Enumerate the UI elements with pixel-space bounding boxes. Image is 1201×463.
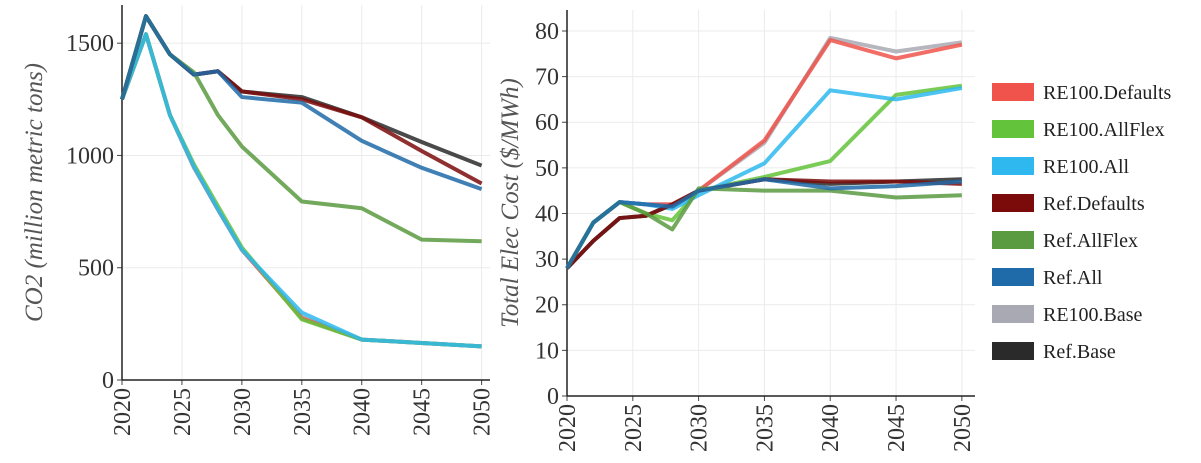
y-tick-label: 1000 — [66, 143, 114, 169]
y-tick-label: 70 — [535, 65, 559, 91]
y-tick-label: 500 — [78, 256, 114, 282]
x-tick-label: 2025 — [621, 404, 647, 452]
legend-swatch — [992, 268, 1034, 286]
series-line — [120, 32, 482, 349]
legend-swatch — [992, 120, 1034, 138]
y-tick-label: 10 — [535, 338, 559, 364]
y-tick-label: 50 — [535, 156, 559, 182]
legend-label: RE100.All — [1043, 156, 1130, 178]
y-tick-label: 1500 — [66, 31, 114, 57]
y-tick-label: 20 — [535, 293, 559, 319]
legend-swatch — [992, 83, 1034, 101]
y-axis-title: CO2 (million metric tons) — [21, 63, 48, 322]
y-tick-label: 80 — [535, 19, 559, 45]
x-tick-label: 2050 — [470, 388, 496, 436]
x-tick-label: 2025 — [170, 388, 196, 436]
y-axis-title: Total Elec Cost ($/MWh) — [497, 78, 524, 328]
x-tick-label: 2035 — [752, 404, 778, 452]
legend-swatch — [992, 194, 1034, 212]
y-tick-label: 30 — [535, 247, 559, 273]
legend-swatch — [992, 305, 1034, 323]
series-line — [120, 14, 483, 192]
x-tick-label: 2035 — [290, 388, 316, 436]
legend-label: RE100.Base — [1043, 304, 1143, 326]
legend-label: Ref.All — [1043, 267, 1103, 289]
legend-label: Ref.AllFlex — [1043, 230, 1138, 252]
legend-label: RE100.Defaults — [1043, 82, 1172, 104]
x-tick-label: 2040 — [350, 388, 376, 436]
x-tick-label: 2020 — [555, 404, 581, 452]
series-line — [565, 177, 962, 270]
legend-label: RE100.AllFlex — [1043, 119, 1165, 141]
legend-label: Ref.Base — [1043, 341, 1116, 363]
y-tick-label: 0 — [547, 384, 559, 410]
x-tick-label: 2030 — [687, 404, 713, 452]
x-tick-label: 2040 — [818, 404, 844, 452]
x-tick-label: 2045 — [410, 388, 436, 436]
y-tick-label: 0 — [102, 368, 114, 394]
x-tick-label: 2020 — [110, 388, 136, 436]
y-tick-label: 60 — [535, 110, 559, 136]
y-tick-label: 40 — [535, 201, 559, 227]
legend-swatch — [992, 157, 1034, 175]
legend-swatch — [992, 231, 1034, 249]
legend-label: Ref.Defaults — [1043, 193, 1145, 215]
x-tick-label: 2030 — [230, 388, 256, 436]
x-tick-label: 2045 — [884, 404, 910, 452]
x-tick-label: 2050 — [950, 404, 976, 452]
legend-swatch — [992, 342, 1034, 360]
